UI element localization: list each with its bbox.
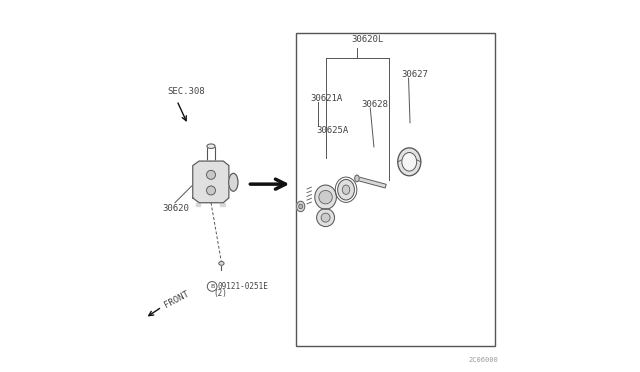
Circle shape [207,186,216,195]
Bar [296,33,495,346]
Ellipse shape [355,175,359,182]
Text: 30628: 30628 [361,100,388,109]
Ellipse shape [228,173,238,191]
Ellipse shape [299,204,303,209]
Ellipse shape [296,201,305,212]
Polygon shape [193,161,229,203]
Text: FRONT: FRONT [163,289,191,310]
Circle shape [207,170,216,179]
Text: 2C06000: 2C06000 [469,357,499,363]
Ellipse shape [342,185,349,194]
Text: 09121-0251E: 09121-0251E [218,282,268,291]
Text: 30620: 30620 [162,204,189,213]
Polygon shape [196,203,200,206]
Text: 30621A: 30621A [310,94,343,103]
Circle shape [319,190,332,204]
Ellipse shape [315,185,337,209]
Ellipse shape [317,209,335,227]
Polygon shape [220,203,225,206]
Ellipse shape [397,148,421,176]
Ellipse shape [402,153,417,171]
Ellipse shape [219,262,224,265]
Text: 30625A: 30625A [316,126,349,135]
Ellipse shape [338,179,355,200]
Circle shape [321,213,330,222]
Polygon shape [356,177,386,188]
Ellipse shape [207,144,215,148]
Text: 30620L: 30620L [351,35,384,44]
Text: B: B [210,284,214,289]
Text: SEC.308: SEC.308 [168,87,205,96]
Text: (2): (2) [214,289,228,298]
Text: 30627: 30627 [402,70,429,79]
